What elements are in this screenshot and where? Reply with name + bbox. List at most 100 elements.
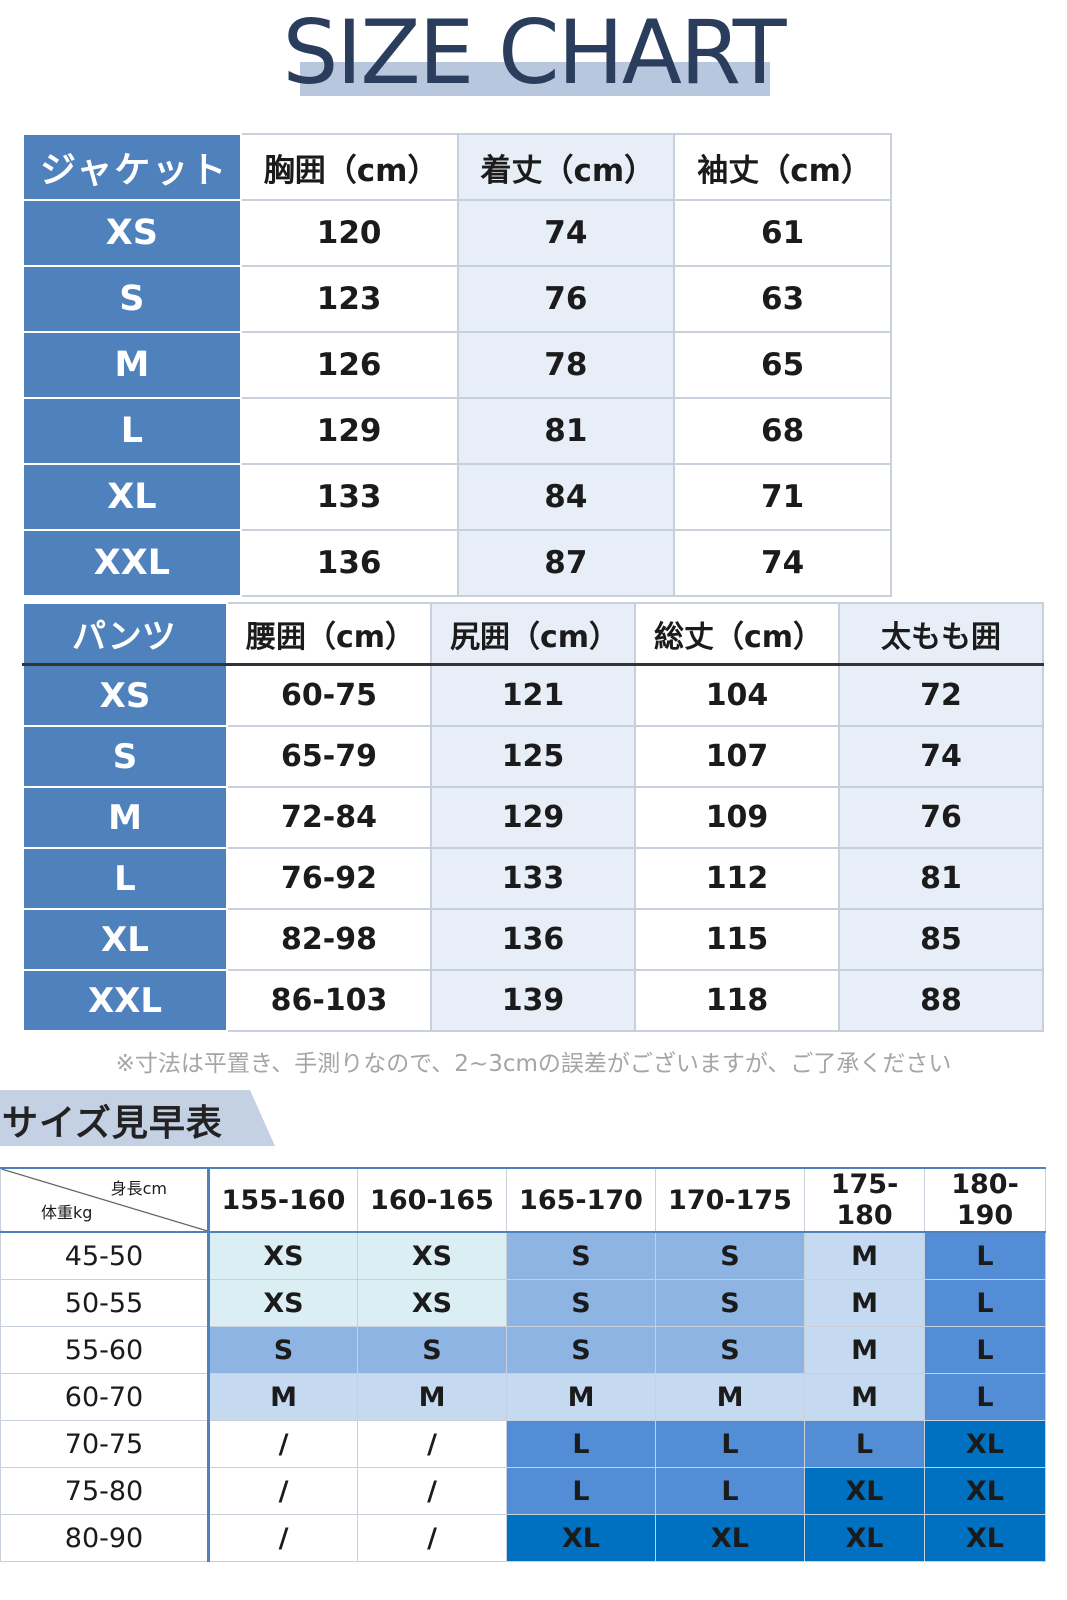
size-cell: L <box>924 1373 1046 1421</box>
size-cell: XS <box>208 1231 358 1280</box>
size-lookup-table: 身長cm 体重kg 155-160 160-165 165-170 170-17… <box>0 1167 1046 1562</box>
table-cell: 78 <box>456 331 676 399</box>
size-cell: M <box>506 1373 656 1421</box>
size-label: S <box>22 265 242 333</box>
height-range-header: 155-160 <box>208 1167 358 1233</box>
section-title: サイズ見早表 <box>2 1103 223 1144</box>
height-range-header: 180-190 <box>924 1167 1046 1233</box>
size-cell: XL <box>924 1514 1046 1562</box>
table-row: S 65-79 125 107 74 <box>22 725 1044 788</box>
height-range-header: 160-165 <box>357 1167 507 1233</box>
size-cell: XS <box>357 1231 507 1280</box>
size-label: XL <box>22 908 228 971</box>
table-row: 80-90// XL XL XL XL <box>0 1514 1046 1562</box>
table-cell: 139 <box>430 969 636 1032</box>
size-cell: M <box>804 1326 925 1374</box>
size-label: XXL <box>22 529 242 597</box>
table-cell: 133 <box>239 463 459 531</box>
size-cell: L <box>506 1467 656 1515</box>
table-row: L 76-92 133 112 81 <box>22 847 1044 910</box>
weight-range-label: 70-75 <box>0 1420 210 1468</box>
table-row: M 72-84 129 109 76 <box>22 786 1044 849</box>
table-cell: 71 <box>673 463 892 531</box>
size-cell: L <box>655 1420 805 1468</box>
table-cell: 60-75 <box>226 663 432 727</box>
corner-height-label: 身長cm <box>110 1179 167 1198</box>
size-label: M <box>22 786 228 849</box>
table-row: 55-60 S S S S M L <box>0 1326 1046 1374</box>
height-range-header: 175-180 <box>804 1167 925 1233</box>
size-cell: L <box>804 1420 925 1468</box>
size-cell: S <box>357 1326 507 1374</box>
table-cell: 65 <box>673 331 892 399</box>
size-cell: L <box>655 1467 805 1515</box>
lookup-header-row: 身長cm 体重kg 155-160 160-165 165-170 170-17… <box>0 1167 1046 1233</box>
pants-header-row: パンツ 腰囲（cm） 尻囲（cm） 総丈（cm） 太もも囲 <box>22 602 1044 666</box>
table-cell: 120 <box>239 199 459 267</box>
table-cell: 61 <box>673 199 892 267</box>
height-range-header: 170-175 <box>655 1167 805 1233</box>
table-cell: 112 <box>634 847 840 910</box>
table-row: 75-80// L L XL XL <box>0 1467 1046 1515</box>
size-cell: L <box>924 1326 1046 1374</box>
table-cell: 126 <box>239 331 459 399</box>
size-cell: S <box>506 1326 656 1374</box>
size-label: XS <box>22 199 242 267</box>
weight-range-label: 80-90 <box>0 1514 210 1562</box>
table-row: 70-75// L L L XL <box>0 1420 1046 1468</box>
size-cell: L <box>924 1279 1046 1327</box>
height-range-header: 165-170 <box>506 1167 656 1233</box>
table-cell: 74 <box>673 529 892 597</box>
size-cell: / <box>357 1467 507 1515</box>
table-cell: 118 <box>634 969 840 1032</box>
table-cell: 81 <box>456 397 676 465</box>
table-cell: 76 <box>456 265 676 333</box>
title-area: SIZE CHART <box>0 0 1067 110</box>
table-row: XL 82-98 136 115 85 <box>22 908 1044 971</box>
size-cell: XL <box>924 1420 1046 1468</box>
table-cell: 86-103 <box>226 969 432 1032</box>
size-cell: / <box>357 1420 507 1468</box>
pants-size-table: パンツ 腰囲（cm） 尻囲（cm） 総丈（cm） 太もも囲 XS 60-75 1… <box>22 602 1044 1032</box>
size-cell: S <box>208 1326 358 1374</box>
size-cell: M <box>655 1373 805 1421</box>
section-header-band <box>0 1090 275 1146</box>
size-cell: XS <box>208 1279 358 1327</box>
size-cell: L <box>506 1420 656 1468</box>
weight-range-label: 55-60 <box>0 1326 210 1374</box>
pants-col-waist: 腰囲（cm） <box>226 602 432 666</box>
table-row: XL 133 84 71 <box>22 463 892 531</box>
table-row: XXL 86-103 139 118 88 <box>22 969 1044 1032</box>
table-cell: 136 <box>239 529 459 597</box>
size-cell: XL <box>804 1514 925 1562</box>
lookup-corner-cell: 身長cm 体重kg <box>0 1167 210 1233</box>
size-cell: S <box>655 1231 805 1280</box>
lookup-section-header: サイズ見早表 <box>0 1090 275 1146</box>
size-label: XS <box>22 663 228 727</box>
table-cell: 87 <box>456 529 676 597</box>
size-label: XL <box>22 463 242 531</box>
table-row: 50-55 XS XS S S M L <box>0 1279 1046 1327</box>
table-cell: 74 <box>456 199 676 267</box>
table-row: XS 120 74 61 <box>22 199 892 267</box>
table-cell: 129 <box>239 397 459 465</box>
size-label: L <box>22 397 242 465</box>
size-label: M <box>22 331 242 399</box>
pants-corner-label: パンツ <box>22 602 228 666</box>
size-cell: M <box>804 1231 925 1280</box>
pants-col-hip: 尻囲（cm） <box>430 602 636 666</box>
table-row: L 129 81 68 <box>22 397 892 465</box>
size-label: L <box>22 847 228 910</box>
jacket-col-sleeve: 袖丈（cm） <box>673 133 892 201</box>
jacket-col-chest: 胸囲（cm） <box>239 133 459 201</box>
size-cell: M <box>804 1373 925 1421</box>
table-cell: 107 <box>634 725 840 788</box>
table-cell: 125 <box>430 725 636 788</box>
table-cell: 74 <box>838 725 1044 788</box>
size-cell: XL <box>655 1514 805 1562</box>
table-cell: 63 <box>673 265 892 333</box>
size-cell: / <box>208 1514 358 1562</box>
table-cell: 81 <box>838 847 1044 910</box>
table-cell: 72-84 <box>226 786 432 849</box>
table-cell: 109 <box>634 786 840 849</box>
